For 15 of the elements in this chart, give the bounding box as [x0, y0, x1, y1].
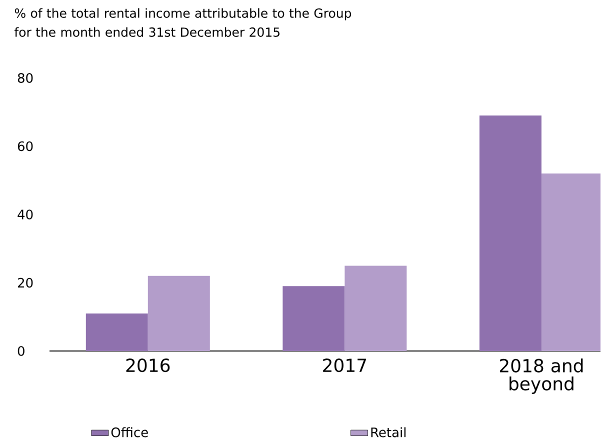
legend-label: Office: [111, 427, 148, 438]
bar: [86, 313, 148, 351]
y-tick-label: 80: [18, 73, 33, 83]
y-tick-label: 0: [18, 346, 24, 356]
chart-title: % of the total rental income attributable to the Group for the month ended 31st December 2015: [14, 8, 352, 37]
x-tick-label: 2017: [323, 358, 366, 372]
bar: [148, 276, 210, 351]
bar: [344, 266, 407, 351]
bar: [282, 286, 345, 351]
legend-label: Retail: [371, 427, 406, 438]
y-tick-label: 60: [18, 141, 33, 152]
y-tick-label: 40: [18, 210, 33, 220]
y-tick-label: 20: [18, 278, 33, 288]
x-tick-label: 2016: [126, 358, 170, 372]
x-tick-label: 2018 and beyond: [500, 358, 583, 394]
